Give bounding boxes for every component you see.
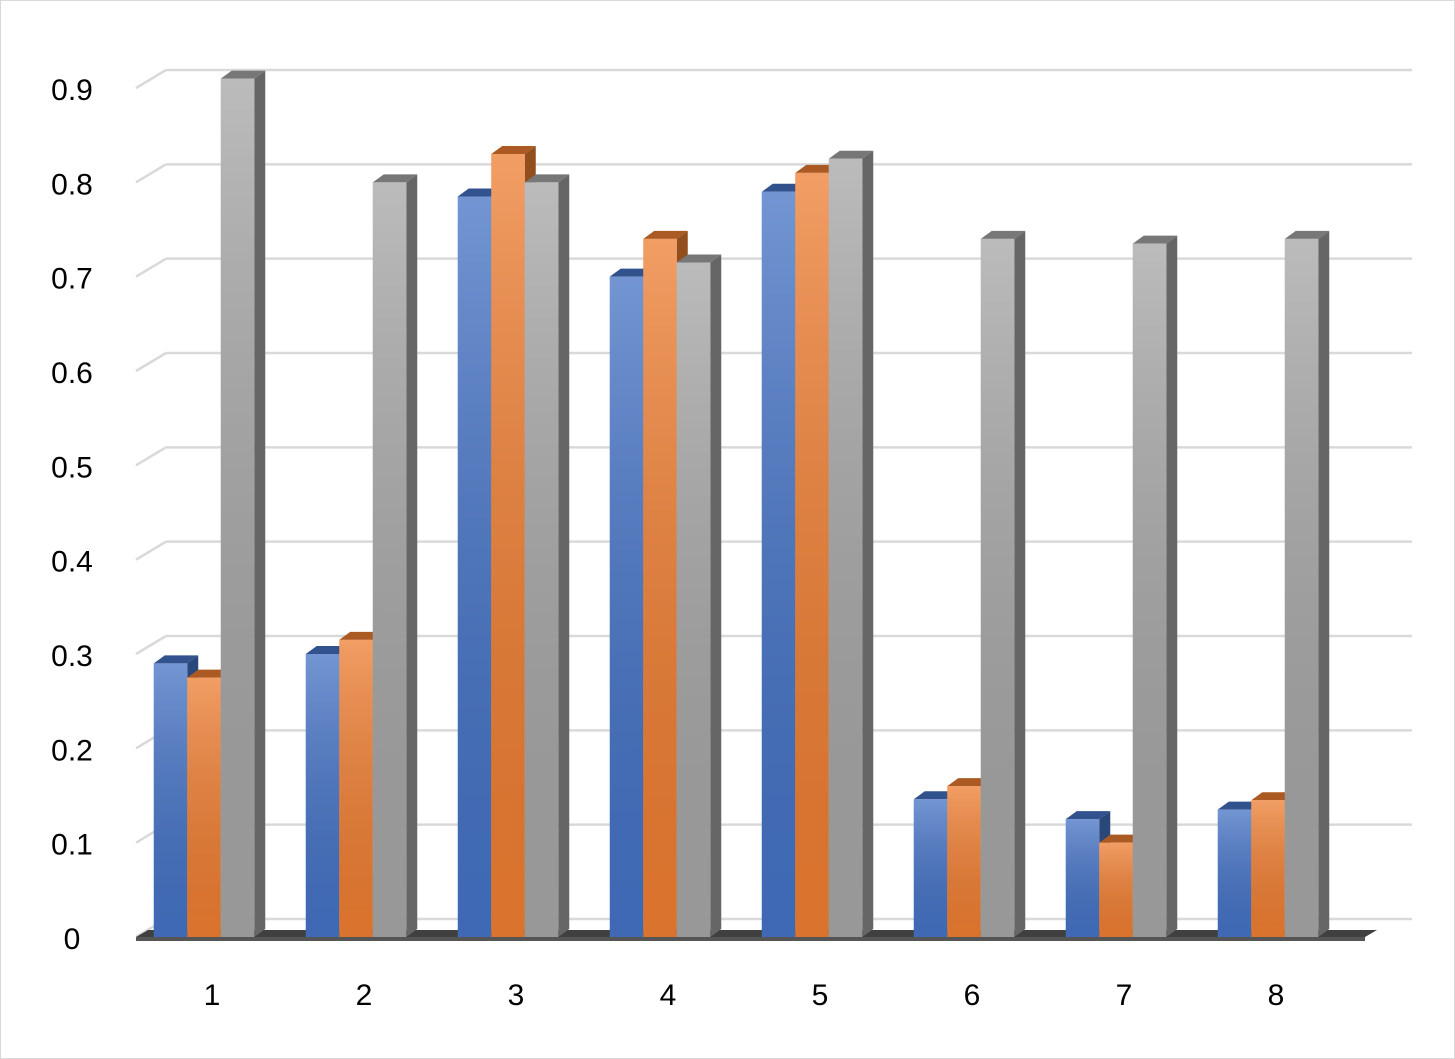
bar-shine bbox=[305, 654, 340, 937]
bar-side bbox=[1166, 235, 1178, 937]
grid-diagonal bbox=[135, 540, 167, 561]
bar-top bbox=[1099, 834, 1144, 843]
bar-top bbox=[491, 146, 536, 155]
bar-group bbox=[457, 188, 503, 937]
bar-side bbox=[406, 174, 418, 938]
y-tick-label: 0.8 bbox=[51, 168, 93, 201]
bar-shine bbox=[609, 276, 644, 938]
bar-shine bbox=[1217, 809, 1252, 937]
x-tick-label: 4 bbox=[660, 979, 677, 1012]
bar-top bbox=[372, 174, 418, 183]
bar-top bbox=[947, 778, 992, 787]
bar-top bbox=[1284, 230, 1330, 239]
bar-shine bbox=[220, 78, 255, 938]
y-tick-label: 0.5 bbox=[51, 451, 93, 484]
bar-shine bbox=[372, 182, 407, 938]
bar-shine bbox=[947, 786, 981, 937]
x-tick-label: 6 bbox=[964, 979, 981, 1012]
bar-top bbox=[220, 70, 266, 79]
bar-group bbox=[372, 174, 418, 938]
grid-diagonal bbox=[135, 446, 167, 467]
bar-top bbox=[339, 631, 384, 640]
x-tick-label: 8 bbox=[1268, 979, 1285, 1012]
y-tick-label: 0 bbox=[64, 923, 81, 956]
x-tick-label: 2 bbox=[356, 979, 373, 1012]
bar-group bbox=[1065, 811, 1111, 937]
bar-group bbox=[1132, 235, 1178, 937]
grid-diagonal bbox=[135, 257, 167, 278]
bar-shine bbox=[153, 663, 188, 937]
bar-shine bbox=[676, 262, 711, 937]
bar-shine bbox=[1284, 238, 1319, 937]
grid-diagonal bbox=[135, 351, 167, 373]
bar-side bbox=[710, 254, 722, 937]
bar-shine bbox=[980, 238, 1015, 937]
bar-shine bbox=[643, 238, 677, 937]
bar-side bbox=[558, 174, 570, 938]
bar-top bbox=[153, 655, 199, 664]
bar-top bbox=[1251, 792, 1296, 801]
bar-shine bbox=[828, 158, 863, 937]
bar-side bbox=[1014, 230, 1026, 937]
bar-shine bbox=[795, 172, 829, 937]
bar-side bbox=[1318, 230, 1330, 937]
grid-diagonal bbox=[135, 68, 167, 90]
bar-shine bbox=[1251, 800, 1285, 937]
bar-shine bbox=[1099, 842, 1133, 937]
bar-shine bbox=[457, 196, 492, 937]
bar-top bbox=[980, 230, 1026, 239]
bar-top bbox=[187, 669, 232, 678]
bar-top bbox=[1132, 235, 1178, 244]
bar-shine bbox=[491, 154, 525, 938]
bar-shine bbox=[1132, 243, 1167, 937]
floor-edge bbox=[136, 937, 1365, 941]
bar-side bbox=[254, 70, 266, 938]
bar-group bbox=[524, 174, 570, 938]
x-tick-label: 7 bbox=[1116, 979, 1133, 1012]
bar-top bbox=[1065, 811, 1111, 820]
bar-side bbox=[862, 150, 874, 937]
y-tick-label: 0.4 bbox=[51, 546, 93, 579]
bar-top bbox=[457, 188, 503, 197]
y-tick-label: 0.6 bbox=[51, 357, 93, 390]
bar-group bbox=[220, 70, 266, 938]
grid-diagonal bbox=[135, 163, 167, 184]
grid-diagonal bbox=[135, 634, 167, 656]
bar-top bbox=[828, 150, 874, 159]
bar-top bbox=[913, 791, 959, 800]
x-tick-label: 3 bbox=[508, 979, 525, 1012]
bar-group bbox=[643, 230, 688, 937]
bar-shine bbox=[913, 799, 948, 937]
bar-top bbox=[524, 174, 570, 183]
y-tick-label: 0.9 bbox=[51, 74, 93, 107]
y-tick-label: 0.3 bbox=[51, 640, 93, 673]
bar-top bbox=[676, 254, 722, 263]
bar-shine bbox=[339, 639, 373, 937]
bar-shine bbox=[761, 191, 796, 937]
bar-top bbox=[761, 183, 807, 192]
bar-group bbox=[676, 254, 722, 937]
bar-shine bbox=[524, 182, 559, 938]
bar-shine bbox=[1065, 819, 1100, 937]
y-tick-label: 0.1 bbox=[51, 829, 93, 862]
bar-top bbox=[643, 230, 688, 239]
bar-group bbox=[1284, 230, 1330, 937]
bar-top bbox=[1217, 801, 1263, 810]
bar-top bbox=[795, 164, 840, 173]
bar-group bbox=[980, 230, 1026, 937]
x-tick-label: 1 bbox=[204, 979, 221, 1012]
x-tick-label: 5 bbox=[812, 979, 829, 1012]
bar-top bbox=[305, 646, 351, 654]
bar-top bbox=[609, 268, 655, 277]
y-tick-label: 0.7 bbox=[51, 263, 93, 296]
bar-group bbox=[828, 150, 874, 937]
y-tick-label: 0.2 bbox=[51, 734, 93, 767]
bar-shine bbox=[187, 677, 221, 937]
